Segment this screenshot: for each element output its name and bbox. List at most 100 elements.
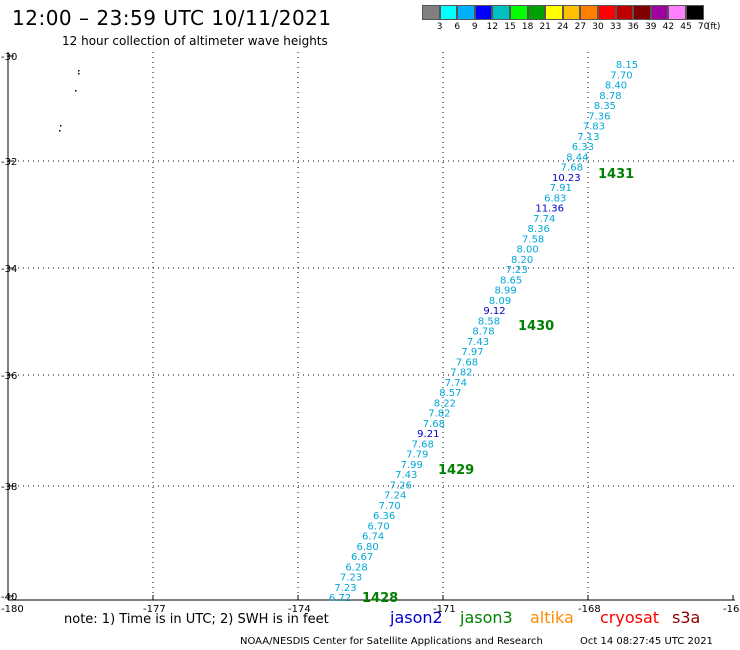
legend-label: 24 [557, 22, 569, 32]
wave-height-value: 8.65 [500, 275, 522, 286]
wave-height-value: 6.70 [368, 521, 390, 532]
satellite-label-s3a: s3a [672, 608, 701, 627]
wave-height-value: 7.82 [428, 409, 450, 420]
wave-height-value: 8.57 [439, 388, 461, 399]
wave-height-value: 7.58 [522, 234, 544, 245]
credit-text: NOAA/NESDIS Center for Satellite Applica… [240, 636, 543, 647]
wave-height-value: 7.99 [401, 460, 423, 471]
legend-swatch [562, 5, 581, 20]
x-tick-label: -168 [578, 604, 601, 615]
island-dot [75, 90, 77, 92]
x-tick-label: -177 [143, 604, 166, 615]
pass-time-label: 1430 [518, 319, 554, 334]
legend-label: 27 [574, 22, 587, 32]
wave-height-value: 6.28 [345, 562, 367, 573]
satellite-label-jason2: jason2 [390, 608, 443, 627]
wave-height-value: 8.99 [494, 286, 516, 297]
pass-time-label: 1429 [438, 463, 474, 478]
legend-label: 6 [454, 22, 461, 32]
wave-height-value: 6.83 [544, 193, 566, 204]
legend-swatch [509, 5, 528, 20]
legend-label: 33 [609, 22, 622, 32]
wave-height-value: 6.36 [373, 511, 395, 522]
x-tick-label: -180 [1, 604, 24, 615]
legend-label: 3 [436, 22, 443, 32]
island-dot [78, 73, 80, 75]
wave-height-value: 8.44 [566, 152, 588, 163]
y-tick-label: -38 [1, 482, 17, 493]
legend-swatch [492, 5, 510, 20]
note-text: note: 1) Time is in UTC; 2) SWH is in fe… [64, 612, 329, 627]
credit-date: Oct 14 08:27:45 UTC 2021 [580, 636, 713, 647]
wave-height-value: 9.12 [483, 306, 505, 317]
wave-height-value: 8.20 [511, 255, 533, 266]
wave-height-value: 8.40 [605, 81, 627, 92]
wave-height-value: 8.22 [434, 398, 456, 409]
satellite-label-altika: altika [530, 608, 574, 627]
y-tick-label: -30 [1, 52, 17, 63]
legend-swatch [615, 5, 634, 20]
legend-label: 12 [486, 22, 499, 32]
color-legend [422, 5, 704, 21]
wave-height-value: 7.91 [550, 183, 572, 194]
wave-height-value: 7.24 [384, 491, 406, 502]
wave-height-value: 8.36 [528, 224, 550, 235]
legend-swatch [668, 5, 686, 20]
wave-height-value: 7.74 [445, 378, 467, 389]
legend-swatch [633, 5, 651, 20]
legend-swatch [597, 5, 616, 20]
legend-label: 21 [539, 22, 551, 32]
wave-height-value: 8.15 [616, 60, 638, 71]
wave-height-value: 6.67 [351, 552, 373, 563]
legend-label: 70 [697, 22, 710, 32]
legend-swatch [650, 5, 669, 20]
wave-height-value: 6.33 [572, 142, 594, 153]
y-tick-label: -34 [1, 264, 17, 275]
wave-height-value: 11.36 [535, 204, 564, 215]
legend-label: 15 [504, 22, 516, 32]
x-tick-label: -171 [433, 604, 456, 615]
legend-label: 36 [627, 22, 639, 32]
legend-label: 30 [592, 22, 604, 32]
map-subtitle: 12 hour collection of altimeter wave hei… [62, 34, 328, 48]
wave-height-value: 6.72 [329, 593, 351, 604]
wave-height-value: 7.23 [340, 573, 362, 584]
wave-height-value: 8.00 [517, 245, 539, 256]
wave-height-value: 8.78 [472, 327, 494, 338]
legend-swatch [685, 5, 704, 20]
wave-height-value: 8.09 [489, 296, 511, 307]
wave-height-value: 7.83 [583, 122, 605, 133]
legend-label: (ft) [706, 22, 721, 32]
legend-label: 39 [645, 22, 657, 32]
legend-swatch [580, 5, 598, 20]
wave-height-value: 8.78 [599, 91, 621, 102]
island-dot [59, 130, 61, 132]
pass-time-label: 1428 [362, 591, 398, 606]
y-tick-label: -36 [1, 371, 17, 382]
wave-height-value: 7.68 [412, 439, 434, 450]
y-tick-label: -32 [1, 157, 17, 168]
wave-height-value: 7.26 [390, 480, 412, 491]
wave-height-value: 7.23 [334, 583, 356, 594]
wave-height-value: 7.79 [406, 450, 428, 461]
wave-height-value: 7.43 [467, 337, 489, 348]
wave-height-value: 7.68 [561, 163, 583, 174]
wave-height-value: 7.68 [423, 419, 445, 430]
wave-height-value: 7.74 [533, 214, 555, 225]
pass-time-label: 1431 [598, 167, 634, 182]
wave-height-value: 10.23 [552, 173, 581, 184]
wave-height-value: 6.74 [362, 532, 384, 543]
map-title: 12:00 – 23:59 UTC 10/11/2021 [12, 6, 332, 30]
wave-height-value: 7.68 [456, 357, 478, 368]
wave-height-value: 7.97 [461, 347, 483, 358]
y-tick-label: -40 [1, 592, 17, 603]
legend-swatch [422, 5, 440, 20]
wave-height-value: 9.21 [417, 429, 439, 440]
wave-height-value: 7.36 [588, 111, 610, 122]
wave-height-value: 7.70 [610, 70, 632, 81]
wave-height-value: 7.70 [379, 501, 401, 512]
legend-swatch [545, 5, 563, 20]
x-tick-label: -174 [288, 604, 311, 615]
wave-height-value: 7.43 [395, 470, 417, 481]
